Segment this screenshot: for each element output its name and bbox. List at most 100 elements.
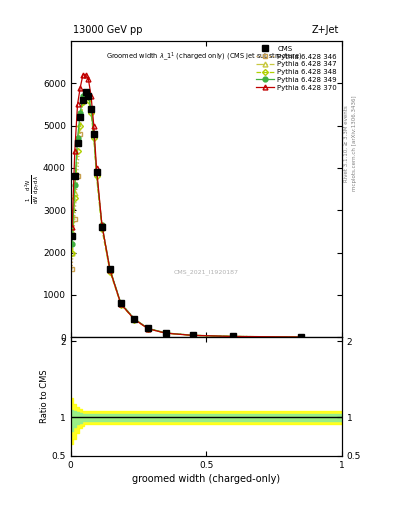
Pythia 6.428 348 bbox=[119, 302, 123, 308]
Pythia 6.428 349 bbox=[108, 266, 112, 272]
Pythia 6.428 370 bbox=[231, 333, 236, 339]
Pythia 6.428 347 bbox=[70, 249, 74, 255]
Pythia 6.428 346 bbox=[75, 173, 80, 179]
Line: Pythia 6.428 346: Pythia 6.428 346 bbox=[70, 89, 304, 339]
Pythia 6.428 346 bbox=[81, 97, 85, 103]
Pythia 6.428 349 bbox=[231, 333, 236, 339]
CMS bbox=[190, 332, 195, 338]
Pythia 6.428 348 bbox=[72, 195, 77, 201]
CMS bbox=[108, 266, 112, 272]
Pythia 6.428 370 bbox=[92, 122, 96, 129]
Pythia 6.428 349 bbox=[299, 334, 303, 340]
Pythia 6.428 347 bbox=[78, 114, 83, 120]
CMS bbox=[231, 333, 236, 339]
Pythia 6.428 348 bbox=[83, 93, 88, 99]
Pythia 6.428 346 bbox=[299, 334, 303, 340]
Pythia 6.428 370 bbox=[83, 72, 88, 78]
Pythia 6.428 347 bbox=[72, 190, 77, 197]
Pythia 6.428 347 bbox=[94, 169, 99, 175]
Line: CMS: CMS bbox=[69, 89, 304, 340]
Pythia 6.428 370 bbox=[108, 267, 112, 273]
Pythia 6.428 348 bbox=[108, 269, 112, 275]
Pythia 6.428 347 bbox=[89, 105, 94, 112]
Pythia 6.428 349 bbox=[78, 110, 83, 116]
Pythia 6.428 370 bbox=[132, 316, 137, 323]
Pythia 6.428 370 bbox=[119, 301, 123, 307]
Pythia 6.428 348 bbox=[70, 249, 74, 255]
Text: 13000 GeV pp: 13000 GeV pp bbox=[73, 25, 143, 35]
Pythia 6.428 346 bbox=[119, 300, 123, 306]
CMS bbox=[72, 173, 77, 179]
Pythia 6.428 370 bbox=[81, 72, 85, 78]
Pythia 6.428 348 bbox=[163, 330, 168, 336]
Pythia 6.428 346 bbox=[108, 266, 112, 272]
Pythia 6.428 370 bbox=[75, 101, 80, 108]
Pythia 6.428 347 bbox=[163, 330, 168, 336]
Pythia 6.428 370 bbox=[99, 222, 104, 228]
Pythia 6.428 348 bbox=[190, 332, 195, 338]
Pythia 6.428 346 bbox=[190, 332, 195, 338]
Text: Groomed width $\lambda\_1^1$ (charged only) (CMS jet substructure): Groomed width $\lambda\_1^1$ (charged on… bbox=[106, 50, 302, 62]
Pythia 6.428 348 bbox=[231, 333, 236, 339]
Y-axis label: $\frac{1}{\mathrm{d}N}$ $\frac{\mathrm{d}^2N}{\mathrm{d}p_T\,\mathrm{d}\lambda}$: $\frac{1}{\mathrm{d}N}$ $\frac{\mathrm{d… bbox=[24, 175, 42, 204]
Pythia 6.428 370 bbox=[70, 224, 74, 230]
CMS bbox=[132, 316, 137, 322]
Pythia 6.428 346 bbox=[89, 105, 94, 112]
Pythia 6.428 349 bbox=[190, 332, 195, 338]
Pythia 6.428 348 bbox=[89, 110, 94, 116]
CMS bbox=[83, 89, 88, 95]
Text: Z+Jet: Z+Jet bbox=[312, 25, 339, 35]
Pythia 6.428 347 bbox=[92, 131, 96, 137]
Pythia 6.428 347 bbox=[83, 89, 88, 95]
Pythia 6.428 346 bbox=[70, 266, 74, 272]
Pythia 6.428 346 bbox=[72, 216, 77, 222]
Pythia 6.428 349 bbox=[163, 330, 168, 336]
Pythia 6.428 347 bbox=[190, 332, 195, 338]
Pythia 6.428 370 bbox=[163, 330, 168, 336]
Pythia 6.428 347 bbox=[132, 316, 137, 322]
Text: mcplots.cern.ch [arXiv:1306.3436]: mcplots.cern.ch [arXiv:1306.3436] bbox=[352, 96, 357, 191]
Pythia 6.428 346 bbox=[146, 325, 151, 331]
Line: Pythia 6.428 349: Pythia 6.428 349 bbox=[70, 89, 304, 339]
Pythia 6.428 347 bbox=[299, 334, 303, 340]
Pythia 6.428 347 bbox=[81, 93, 85, 99]
Pythia 6.428 348 bbox=[92, 135, 96, 141]
CMS bbox=[146, 325, 151, 331]
CMS bbox=[78, 114, 83, 120]
Pythia 6.428 346 bbox=[163, 330, 168, 336]
Pythia 6.428 347 bbox=[86, 93, 91, 99]
X-axis label: groomed width (charged-only): groomed width (charged-only) bbox=[132, 474, 280, 484]
Text: CMS_2021_I1920187: CMS_2021_I1920187 bbox=[174, 269, 239, 275]
Pythia 6.428 348 bbox=[86, 97, 91, 103]
Pythia 6.428 349 bbox=[75, 135, 80, 141]
Pythia 6.428 370 bbox=[190, 332, 195, 338]
Pythia 6.428 349 bbox=[86, 93, 91, 99]
Line: Pythia 6.428 370: Pythia 6.428 370 bbox=[70, 72, 304, 339]
Pythia 6.428 349 bbox=[83, 89, 88, 95]
CMS bbox=[81, 97, 85, 103]
CMS bbox=[163, 330, 168, 336]
Pythia 6.428 370 bbox=[72, 148, 77, 154]
Pythia 6.428 346 bbox=[99, 222, 104, 228]
Pythia 6.428 349 bbox=[89, 105, 94, 112]
Pythia 6.428 348 bbox=[75, 148, 80, 154]
Pythia 6.428 349 bbox=[94, 169, 99, 175]
Pythia 6.428 348 bbox=[94, 173, 99, 179]
Pythia 6.428 349 bbox=[81, 93, 85, 99]
Pythia 6.428 370 bbox=[146, 326, 151, 332]
Pythia 6.428 348 bbox=[99, 226, 104, 232]
Pythia 6.428 347 bbox=[146, 325, 151, 331]
Pythia 6.428 370 bbox=[94, 165, 99, 171]
Line: Pythia 6.428 347: Pythia 6.428 347 bbox=[70, 89, 304, 339]
CMS bbox=[94, 169, 99, 175]
Pythia 6.428 349 bbox=[92, 131, 96, 137]
CMS bbox=[70, 232, 74, 239]
Pythia 6.428 370 bbox=[89, 93, 94, 99]
Pythia 6.428 348 bbox=[78, 122, 83, 129]
Pythia 6.428 348 bbox=[299, 334, 303, 340]
Pythia 6.428 346 bbox=[94, 169, 99, 175]
Pythia 6.428 346 bbox=[78, 131, 83, 137]
CMS bbox=[89, 105, 94, 112]
Pythia 6.428 346 bbox=[231, 333, 236, 339]
Pythia 6.428 346 bbox=[86, 93, 91, 99]
